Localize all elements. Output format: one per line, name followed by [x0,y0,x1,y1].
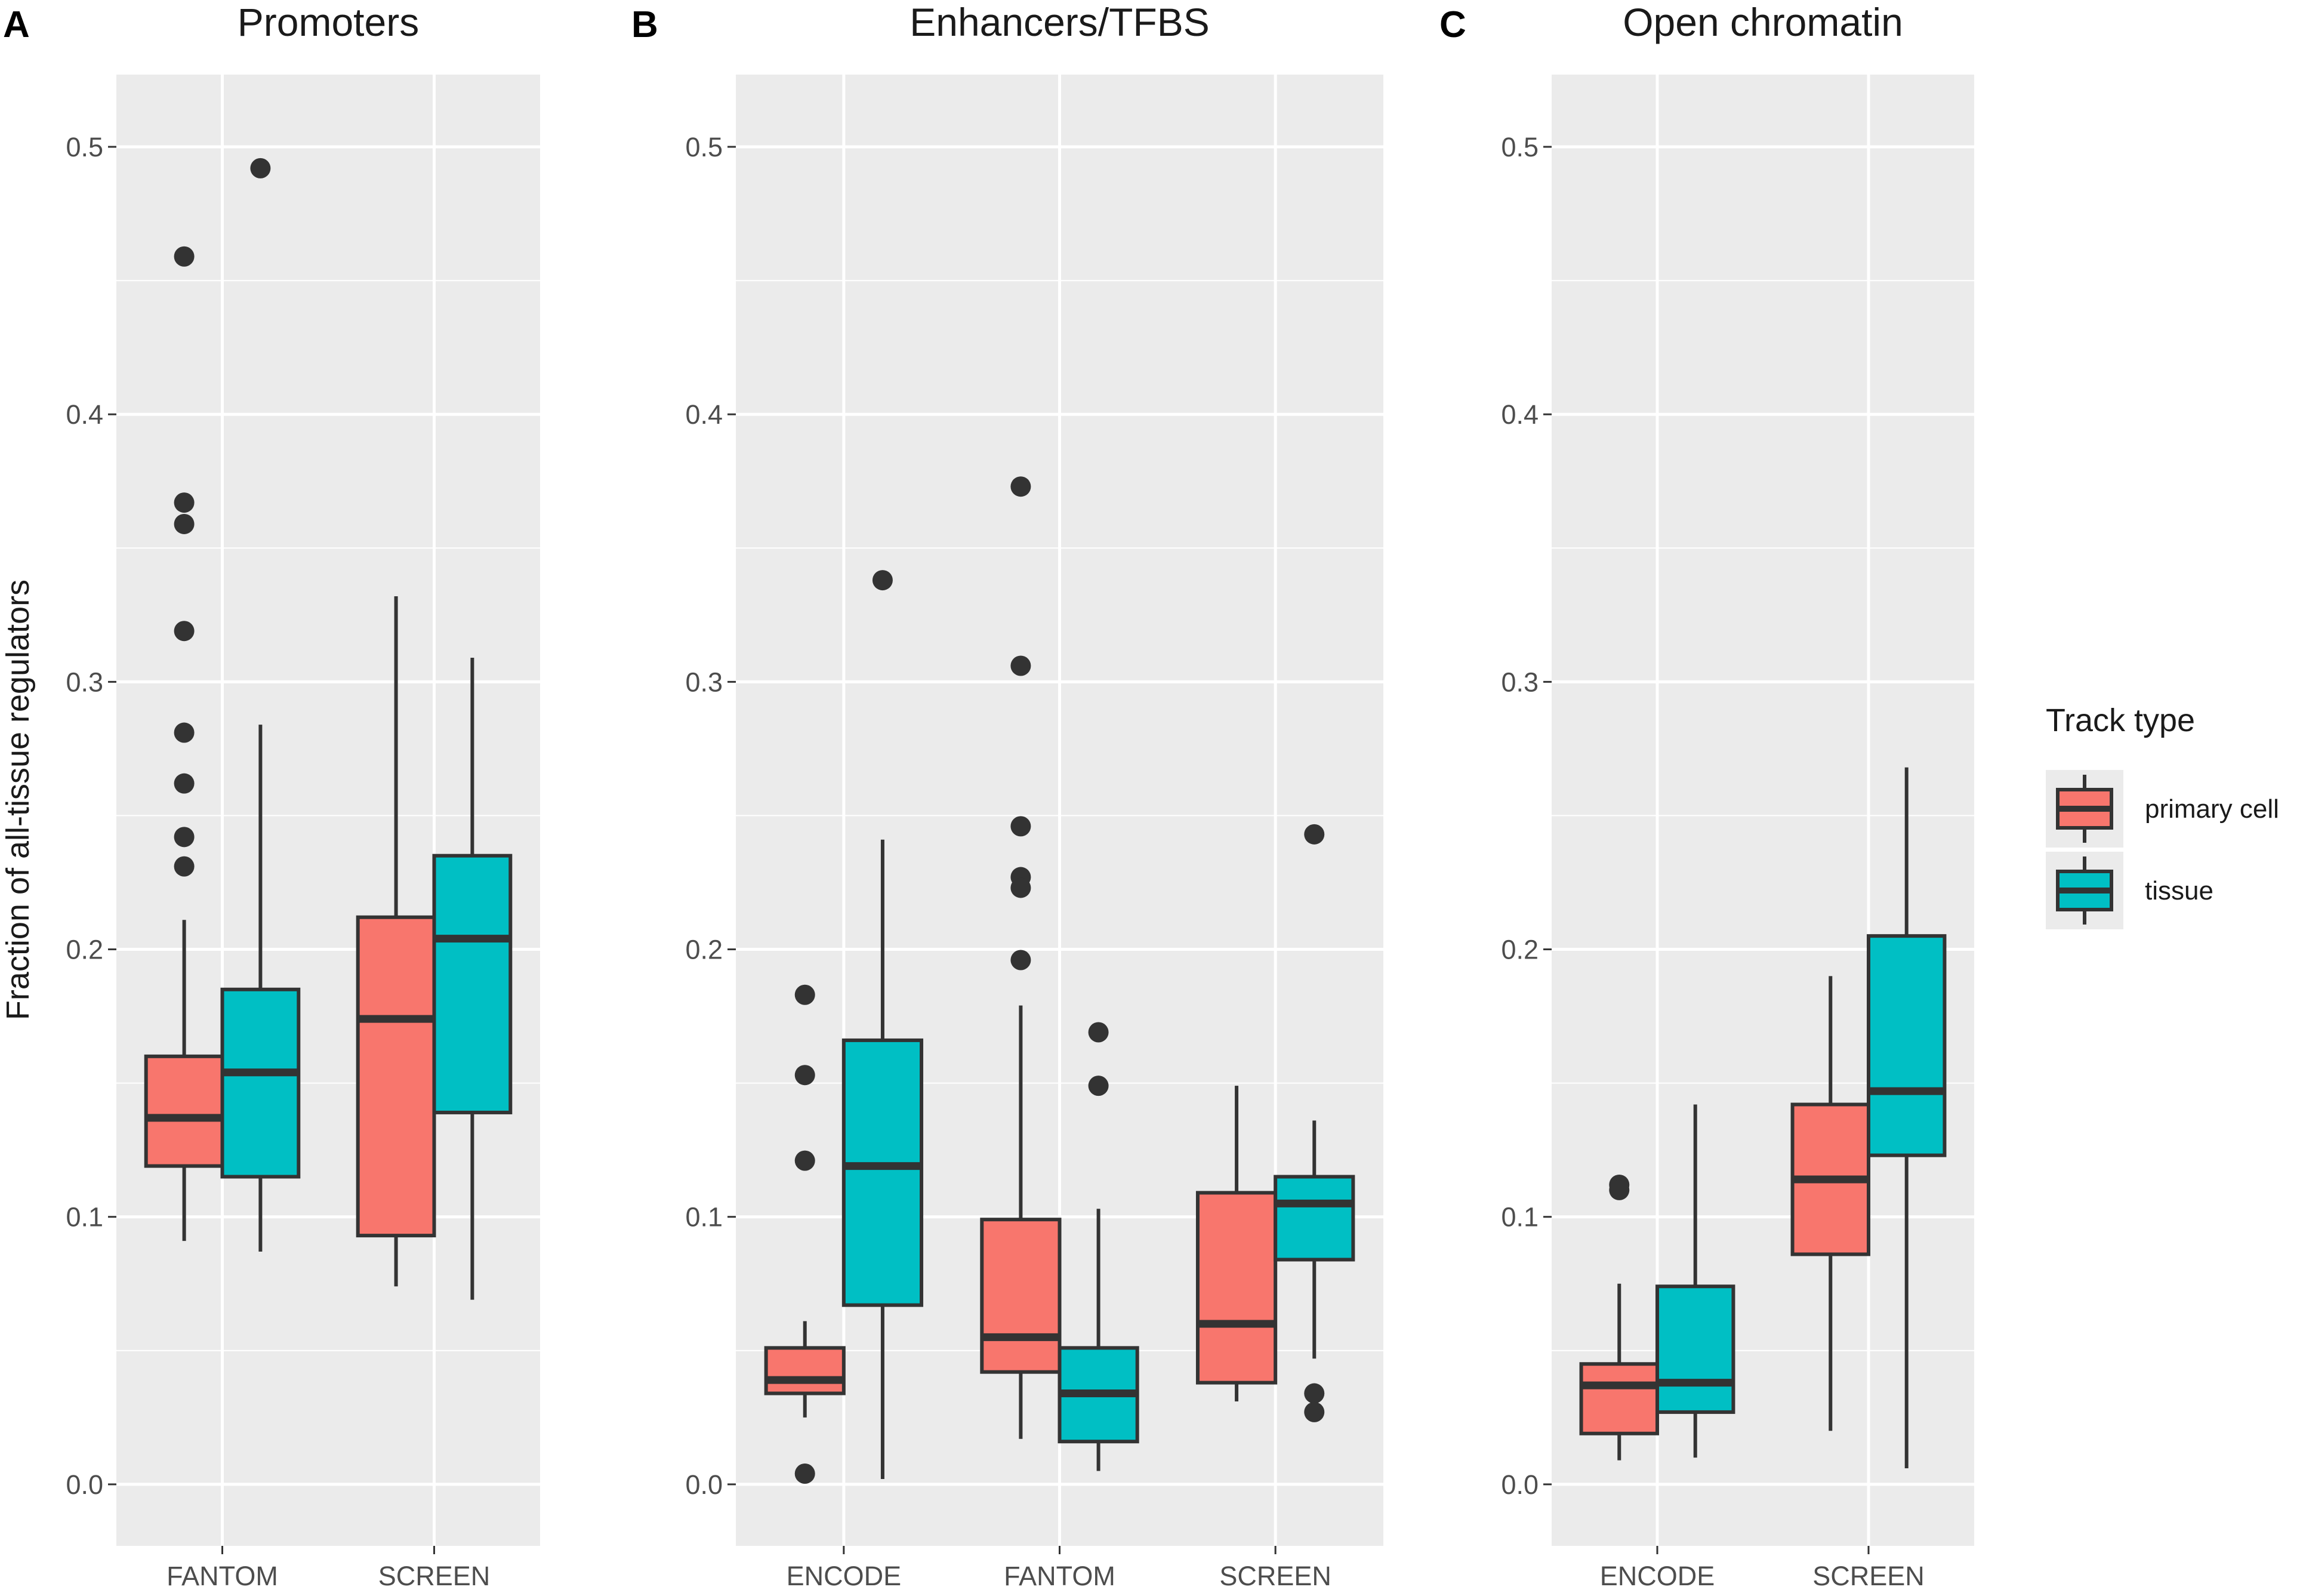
box-tissue-encode [841,570,924,1479]
outlier-point [1088,1022,1109,1043]
iqr-box [432,854,513,1114]
y-tick-label: 0.2 [66,935,103,965]
outlier-point [794,1065,815,1086]
legend-title: Track type [2046,703,2195,738]
box-tissue-encode [1655,1104,1735,1458]
iqr-box [980,1218,1062,1374]
iqr-box [1195,1191,1278,1385]
legend-label: tissue [2145,876,2213,905]
y-tick-label: 0.2 [1501,935,1539,965]
panel-title: Promoters [238,0,419,44]
iqr-box [841,1038,924,1307]
box-primary-cell-screen [356,596,436,1287]
x-tick-label: ENCODE [1600,1561,1715,1591]
outlier-point [1088,1076,1109,1096]
panel-b: 0.0 0.1 0.2 0.3 0.4 0.5 ENCODE FANTOM SCREEN B Enh… [631,0,1383,1591]
legend-label: primary cell [2145,794,2279,824]
y-tick-label: 0.5 [1501,132,1539,162]
y-tick-label: 0.3 [685,667,723,697]
iqr-box [144,1054,224,1168]
box-tissue-screen [432,658,513,1300]
box-tissue-fantom [220,158,301,1252]
outlier-point [174,492,195,513]
panel-letter: A [3,4,30,45]
outlier-point [174,773,195,794]
y-tick-label: 0.5 [66,132,103,162]
outlier-point [174,856,195,877]
y-tick-label: 0.2 [685,935,723,965]
outlier-point [250,158,271,178]
outlier-point [794,984,815,1005]
plot-background [1552,75,1974,1546]
box-primary-cell-screen [1195,1086,1278,1401]
panel-a: 0.0 0.1 0.2 0.3 0.4 0.5 FANTOM SCREEN A Promoters [3,0,540,1591]
box-primary-cell-encode [1579,1174,1660,1461]
y-tick-label: 0.0 [66,1469,103,1500]
legend: Track type primary cell tissue [2046,703,2279,929]
iqr-box [1655,1284,1735,1414]
plot-background [116,75,540,1546]
y-tick-label: 0.1 [685,1202,723,1233]
iqr-box [1579,1362,1660,1435]
outlier-point [1304,1401,1325,1422]
outlier-point [1010,950,1031,970]
panel-letter: B [631,4,658,45]
legend-item-primary-cell: primary cell [2046,770,2279,848]
y-tick-label: 0.5 [685,132,723,162]
iqr-box [1867,934,1947,1157]
y-tick-label: 0.0 [685,1469,723,1500]
outlier-point [174,827,195,848]
panel-title: Open chromatin [1623,0,1903,44]
iqr-box [220,987,301,1179]
iqr-box [1274,1175,1355,1262]
box-primary-cell-fantom [144,246,224,1241]
y-tick-label: 0.3 [1501,667,1539,697]
outlier-point [174,621,195,642]
outlier-point [1010,476,1031,497]
y-tick-label: 0.4 [685,399,723,430]
panel-c: 0.0 0.1 0.2 0.3 0.4 0.5 ENCODE SCREEN C Open chro… [1439,0,1974,1591]
iqr-box [764,1346,846,1395]
outlier-point [174,722,195,743]
outlier-point [174,513,195,534]
y-tick-label: 0.0 [1501,1469,1539,1500]
outlier-point [1010,816,1031,837]
x-tick-label: SCREEN [1219,1561,1331,1591]
outlier-point [794,1150,815,1171]
box-primary-cell-fantom [980,476,1062,1439]
outlier-point [1304,824,1325,845]
box-tissue-fantom [1058,1022,1139,1471]
y-tick-label: 0.1 [66,1202,103,1233]
box-tissue-screen [1274,824,1355,1422]
outlier-point [174,246,195,267]
x-tick-label: FANTOM [1004,1561,1115,1591]
x-tick-label: SCREEN [1812,1561,1925,1591]
outlier-point [872,570,893,591]
outlier-point [1609,1179,1630,1200]
panel-letter: C [1439,4,1466,45]
outlier-point [1010,655,1031,676]
box-primary-cell-screen [1790,976,1871,1431]
panels: 0.0 0.1 0.2 0.3 0.4 0.5 FANTOM SCREEN A Promoters… [3,0,1974,1591]
panel-title: Enhancers/TFBS [910,0,1210,44]
iqr-box [356,915,436,1238]
outlier-point [794,1463,815,1484]
y-tick-label: 0.1 [1501,1202,1539,1233]
y-axis-title: Fraction of all-tissue regulators [0,580,36,1020]
y-tick-label: 0.4 [66,399,103,430]
y-tick-label: 0.4 [1501,399,1539,430]
outlier-point [1304,1383,1325,1404]
box-tissue-screen [1867,767,1947,1469]
x-tick-label: ENCODE [787,1561,902,1591]
outlier-point [1010,877,1031,898]
x-tick-label: FANTOM [167,1561,278,1591]
y-tick-label: 0.3 [66,667,103,697]
box-primary-cell-encode [764,984,846,1484]
legend-item-tissue: tissue [2046,852,2213,929]
x-tick-label: SCREEN [378,1561,491,1591]
